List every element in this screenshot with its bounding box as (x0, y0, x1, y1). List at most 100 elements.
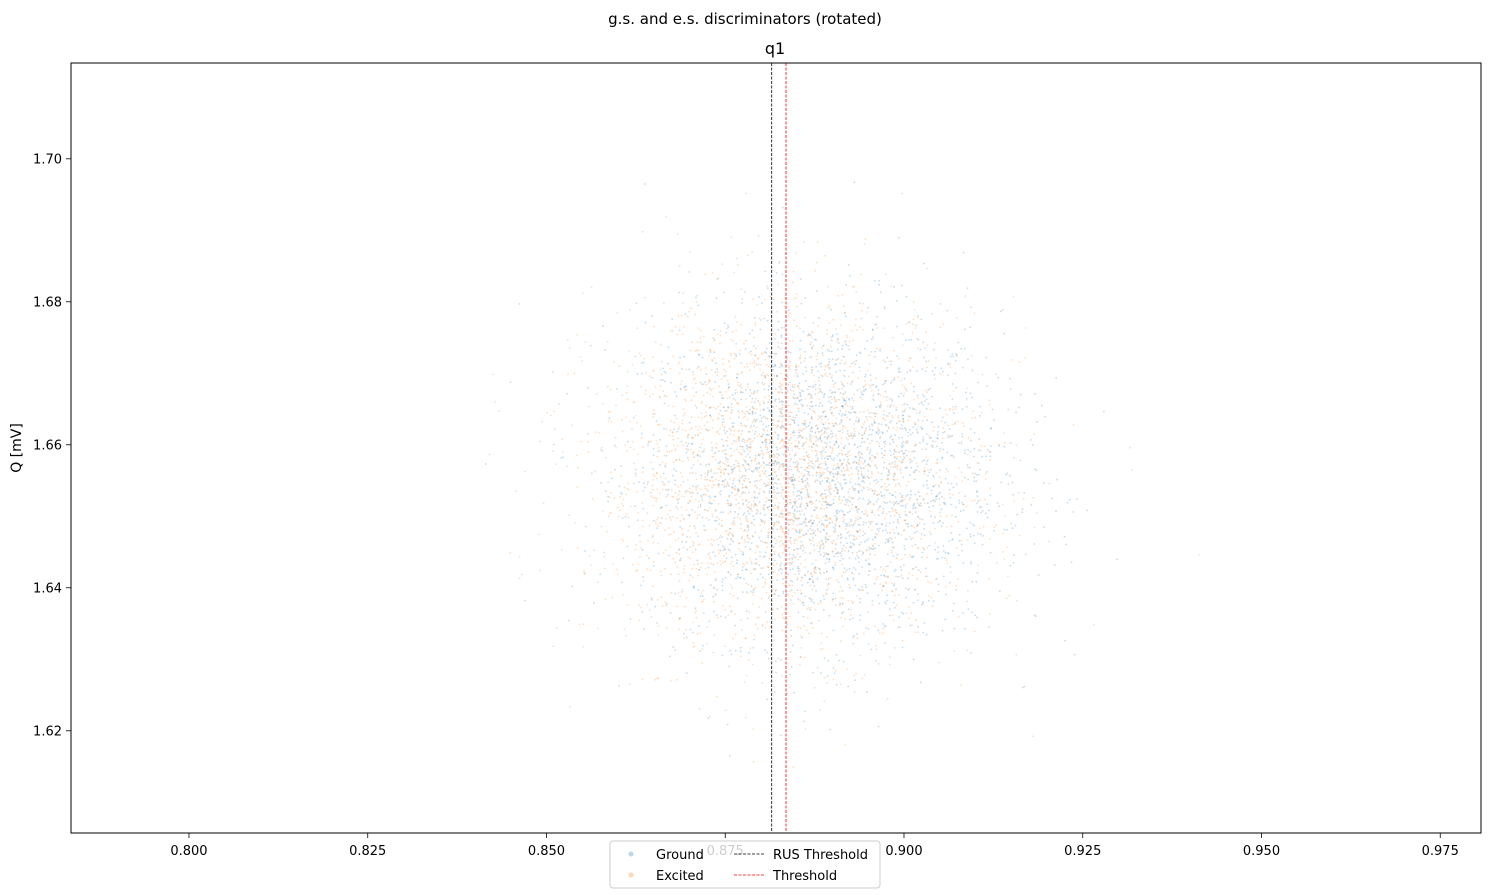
data-point (764, 470, 767, 473)
data-point (882, 418, 885, 420)
data-point (679, 356, 681, 359)
data-point (741, 486, 744, 489)
data-point (689, 428, 692, 431)
data-point (751, 459, 753, 461)
data-point (1103, 410, 1105, 413)
data-point (874, 625, 877, 627)
data-point (721, 483, 723, 486)
data-point (814, 608, 817, 611)
data-point (936, 461, 939, 464)
data-point (861, 474, 863, 477)
data-point (823, 489, 826, 491)
data-point (689, 557, 692, 560)
data-point (831, 598, 834, 601)
data-point (927, 360, 930, 362)
data-point (926, 460, 928, 463)
data-point (859, 529, 862, 531)
data-point (830, 406, 832, 409)
data-point (809, 500, 812, 502)
data-point (750, 521, 752, 524)
data-point (781, 206, 784, 209)
data-point (915, 412, 918, 415)
data-point (752, 469, 755, 472)
data-point (892, 475, 895, 478)
data-point (813, 380, 816, 383)
data-point (834, 391, 836, 394)
data-point (839, 683, 842, 686)
data-point (683, 571, 685, 574)
data-point (754, 317, 756, 319)
data-point (775, 475, 778, 477)
data-point (774, 365, 776, 368)
data-point (697, 506, 700, 509)
data-point (623, 486, 626, 489)
data-point (719, 534, 722, 537)
data-point (767, 250, 770, 253)
data-point (821, 450, 824, 453)
data-point (831, 334, 834, 336)
data-point (888, 500, 891, 503)
data-point (882, 383, 884, 386)
data-point (864, 389, 867, 392)
data-point (808, 424, 810, 427)
data-point (754, 412, 757, 414)
data-point (773, 550, 776, 553)
data-point (883, 308, 886, 310)
data-point (835, 510, 838, 513)
data-point (719, 493, 722, 496)
data-point (790, 629, 792, 631)
data-point (912, 555, 915, 557)
data-point (895, 511, 898, 514)
data-point (688, 271, 691, 273)
data-point (810, 336, 813, 339)
data-point (888, 483, 890, 486)
data-point (595, 393, 598, 396)
data-point (818, 568, 821, 571)
data-point (680, 495, 683, 498)
data-point (761, 441, 764, 444)
data-point (709, 414, 711, 417)
data-point (862, 551, 864, 554)
data-point (720, 563, 722, 566)
data-point (640, 385, 643, 388)
data-point (879, 401, 882, 404)
data-point (757, 545, 760, 548)
data-point (798, 407, 801, 410)
data-point (823, 572, 825, 574)
data-point (778, 468, 780, 471)
data-point (817, 517, 820, 520)
data-point (781, 378, 784, 381)
data-point (772, 405, 774, 408)
data-point (848, 442, 850, 445)
data-point (863, 673, 866, 676)
data-point (789, 478, 791, 480)
data-point (912, 385, 915, 388)
data-point (813, 686, 816, 689)
data-point (908, 617, 910, 619)
data-point (808, 334, 811, 336)
data-point (728, 485, 731, 488)
data-point (862, 534, 864, 537)
data-point (840, 359, 843, 362)
data-point (753, 587, 755, 590)
data-point (976, 572, 979, 574)
data-point (659, 385, 662, 387)
data-point (995, 373, 997, 375)
data-point (827, 553, 829, 556)
data-point (797, 410, 800, 412)
data-point (867, 488, 870, 491)
data-point (835, 579, 838, 581)
data-point (786, 437, 789, 439)
data-point (804, 357, 806, 360)
data-point (847, 345, 849, 347)
data-point (833, 555, 835, 558)
data-point (735, 353, 737, 356)
data-point (792, 505, 794, 508)
data-point (635, 302, 638, 305)
data-point (964, 495, 966, 497)
data-point (760, 352, 763, 355)
data-point (673, 421, 676, 424)
data-point (838, 468, 840, 470)
data-point (756, 304, 759, 306)
data-point (750, 503, 753, 505)
